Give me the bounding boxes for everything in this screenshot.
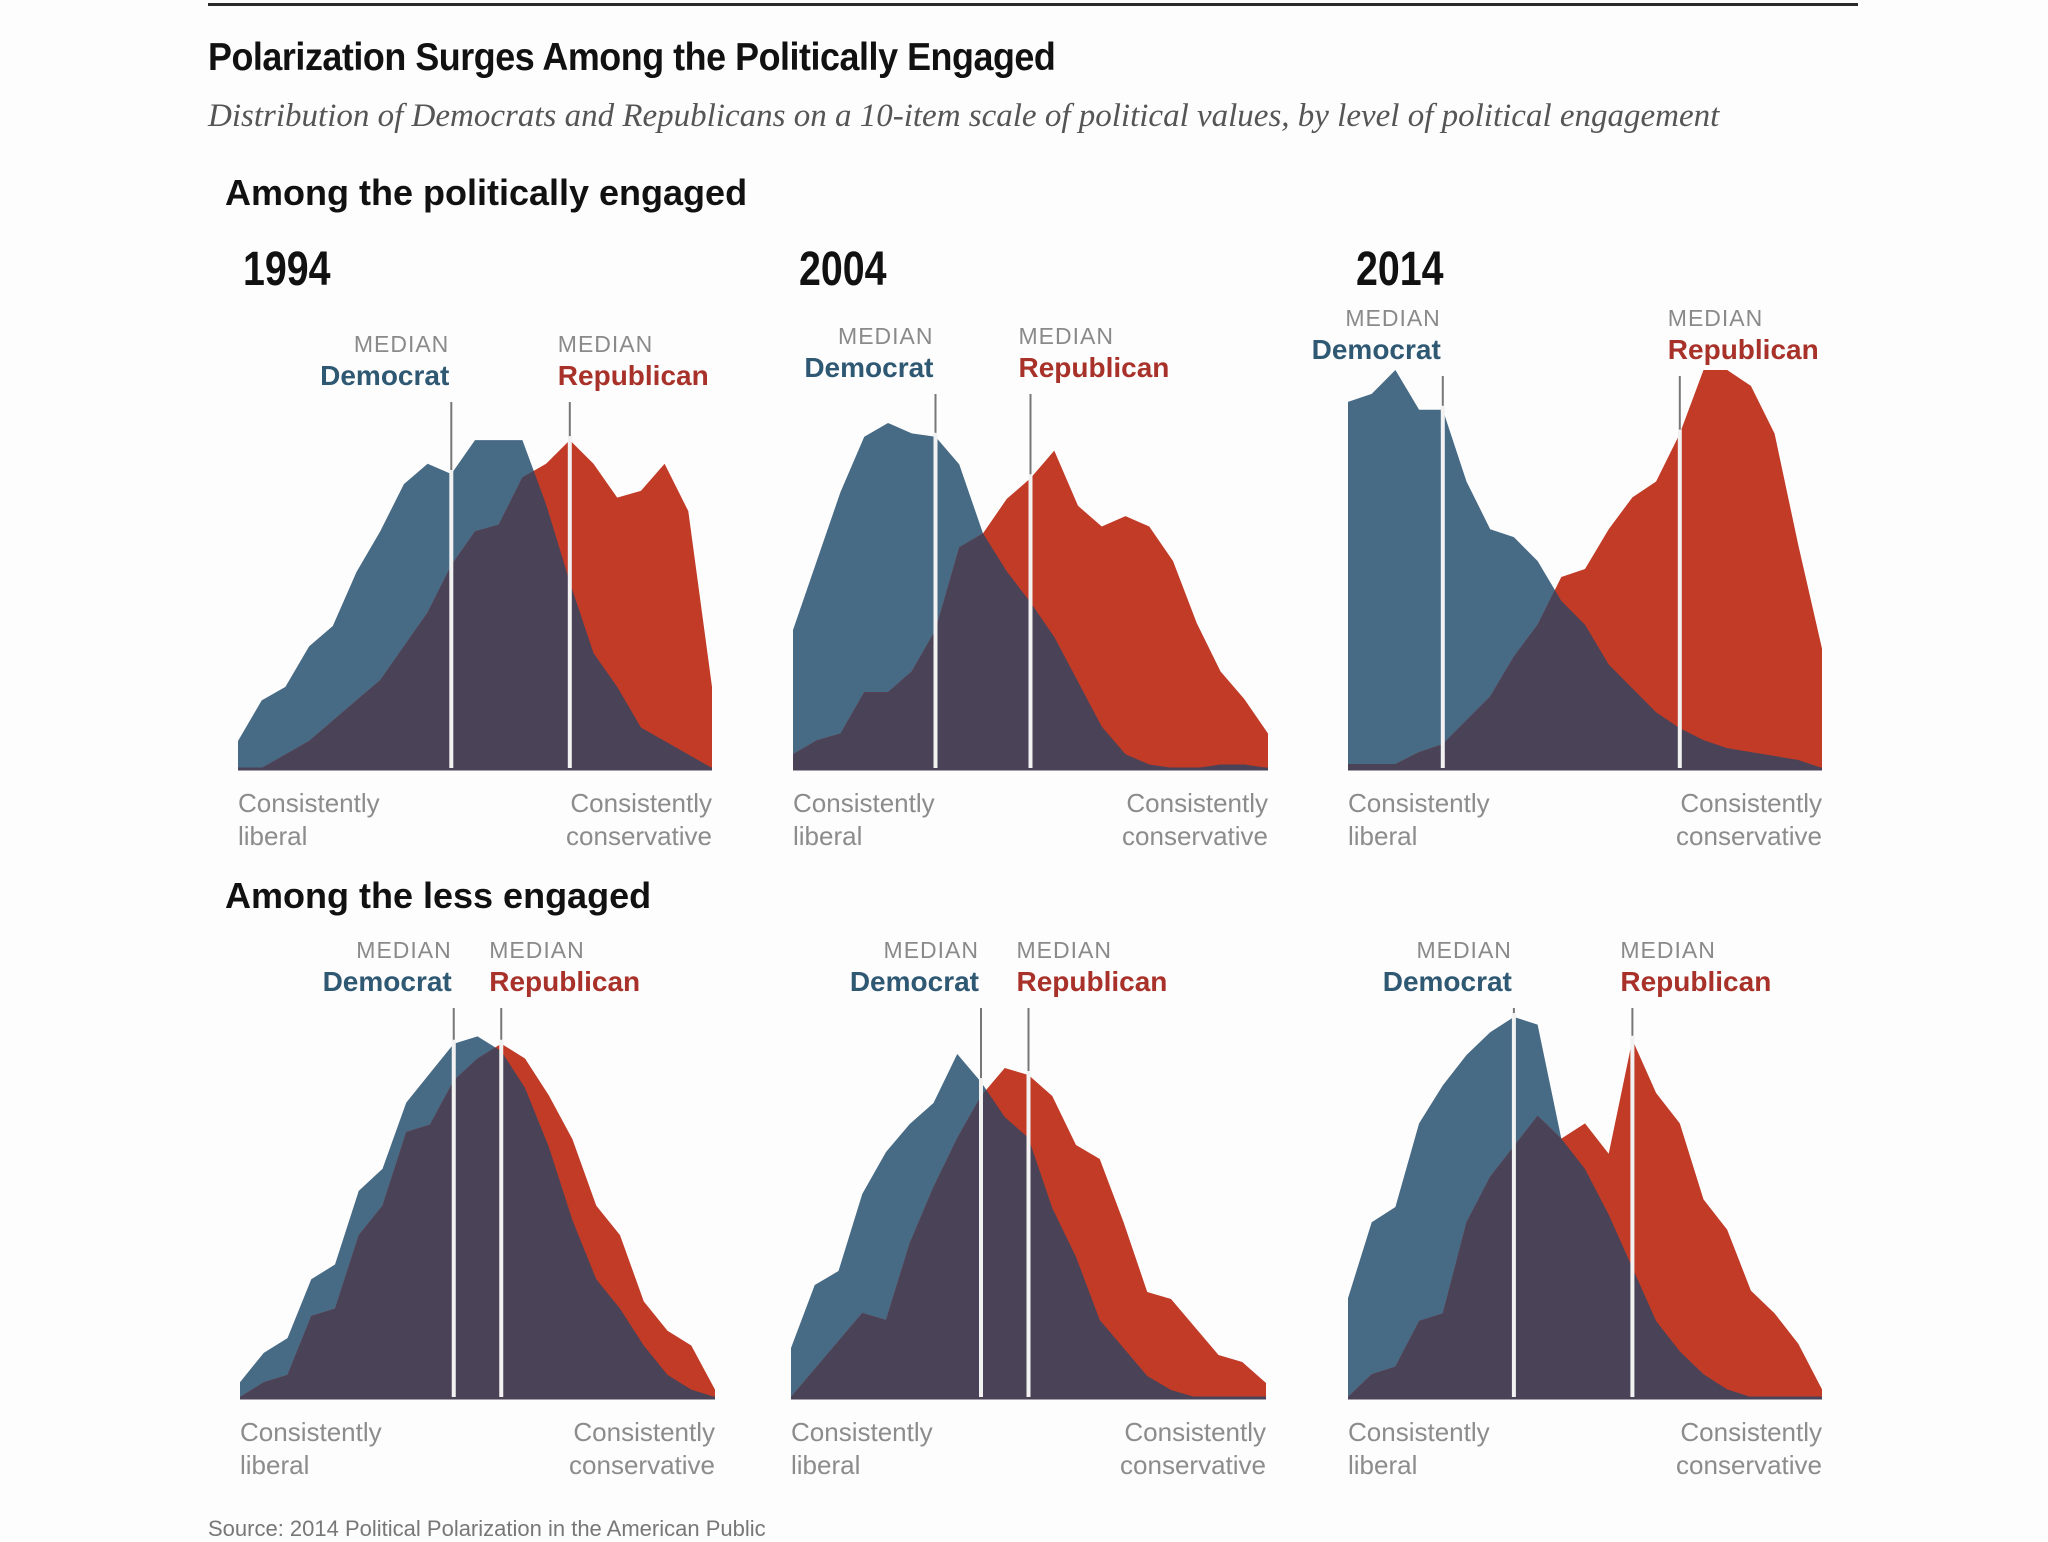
axis-label-conservative-line1-engaged-1994: Consistently (570, 788, 712, 818)
axis-label-liberal-line2-engaged-1994: liberal (238, 821, 307, 851)
axis-label-liberal-line1-engaged-2014: Consistently (1348, 788, 1490, 818)
democrat-label-less-engaged-1994: Democrat (323, 966, 452, 997)
chart-subtitle: Distribution of Democrats and Republican… (208, 98, 1720, 134)
top-rule (208, 3, 1858, 6)
democrat-label-engaged-2004: Democrat (804, 352, 933, 383)
axis-label-liberal-line1-less-engaged-2014: Consistently (1348, 1417, 1490, 1447)
republican-label-less-engaged-1994: Republican (489, 966, 640, 997)
democrat-label-engaged-1994: Democrat (320, 360, 449, 391)
median-label-republican-less-engaged-2004: MEDIAN (1017, 937, 1112, 963)
median-label-republican-engaged-1994: MEDIAN (558, 331, 653, 357)
axis-label-conservative-line2-less-engaged-2004: conservative (1120, 1450, 1266, 1480)
republican-label-engaged-2014: Republican (1668, 334, 1819, 365)
axis-label-liberal-line1-engaged-1994: Consistently (238, 788, 380, 818)
section-heading-less-engaged: Among the less engaged (225, 875, 652, 916)
axis-label-conservative-line2-engaged-2014: conservative (1676, 821, 1822, 851)
year-label-engaged-2014: 2014 (1356, 243, 1444, 296)
median-label-democrat-engaged-1994: MEDIAN (354, 331, 449, 357)
median-label-republican-engaged-2014: MEDIAN (1668, 305, 1763, 331)
year-label-engaged-1994: 1994 (243, 243, 331, 296)
overlap-area-less-engaged-1994 (240, 1043, 715, 1397)
source-note: Source: 2014 Political Polarization in t… (208, 1516, 766, 1541)
axis-label-liberal-line2-engaged-2014: liberal (1348, 821, 1417, 851)
republican-label-engaged-1994: Republican (558, 360, 709, 391)
axis-label-conservative-line1-engaged-2004: Consistently (1126, 788, 1268, 818)
year-label-engaged-2004: 2004 (799, 243, 887, 296)
chart-title: Polarization Surges Among the Politicall… (208, 36, 1056, 79)
democrat-label-less-engaged-2004: Democrat (850, 966, 979, 997)
axis-label-conservative-line2-engaged-2004: conservative (1122, 821, 1268, 851)
axis-label-conservative-line1-engaged-2014: Consistently (1680, 788, 1822, 818)
median-label-republican-engaged-2004: MEDIAN (1019, 323, 1114, 349)
median-label-republican-less-engaged-2014: MEDIAN (1620, 937, 1715, 963)
republican-label-less-engaged-2014: Republican (1620, 966, 1771, 997)
axis-label-conservative-line2-less-engaged-2014: conservative (1676, 1450, 1822, 1480)
section-heading-engaged: Among the politically engaged (225, 172, 748, 213)
axis-label-liberal-line2-less-engaged-1994: liberal (240, 1450, 309, 1480)
median-label-democrat-less-engaged-2004: MEDIAN (884, 937, 979, 963)
axis-label-conservative-line2-engaged-1994: conservative (566, 821, 712, 851)
median-label-democrat-engaged-2014: MEDIAN (1345, 305, 1440, 331)
axis-label-conservative-line2-less-engaged-1994: conservative (569, 1450, 715, 1480)
axis-label-liberal-line1-less-engaged-1994: Consistently (240, 1417, 382, 1447)
democrat-area-engaged-2014 (1348, 370, 1822, 768)
axis-label-liberal-line2-engaged-2004: liberal (793, 821, 862, 851)
axis-label-conservative-line1-less-engaged-2004: Consistently (1124, 1417, 1266, 1447)
axis-label-liberal-line1-less-engaged-2004: Consistently (791, 1417, 933, 1447)
median-label-republican-less-engaged-1994: MEDIAN (489, 937, 584, 963)
democrat-label-less-engaged-2014: Democrat (1383, 966, 1512, 997)
axis-label-conservative-line1-less-engaged-2014: Consistently (1680, 1417, 1822, 1447)
republican-area-engaged-2014 (1348, 370, 1822, 768)
republican-label-less-engaged-2004: Republican (1017, 966, 1168, 997)
median-label-democrat-less-engaged-2014: MEDIAN (1416, 937, 1511, 963)
axis-label-liberal-line2-less-engaged-2014: liberal (1348, 1450, 1417, 1480)
democrat-label-engaged-2014: Democrat (1312, 334, 1441, 365)
republican-label-engaged-2004: Republican (1019, 352, 1170, 383)
axis-label-liberal-line1-engaged-2004: Consistently (793, 788, 935, 818)
median-label-democrat-engaged-2004: MEDIAN (838, 323, 933, 349)
median-label-democrat-less-engaged-1994: MEDIAN (356, 937, 451, 963)
axis-label-conservative-line1-less-engaged-1994: Consistently (573, 1417, 715, 1447)
axis-label-liberal-line2-less-engaged-2004: liberal (791, 1450, 860, 1480)
